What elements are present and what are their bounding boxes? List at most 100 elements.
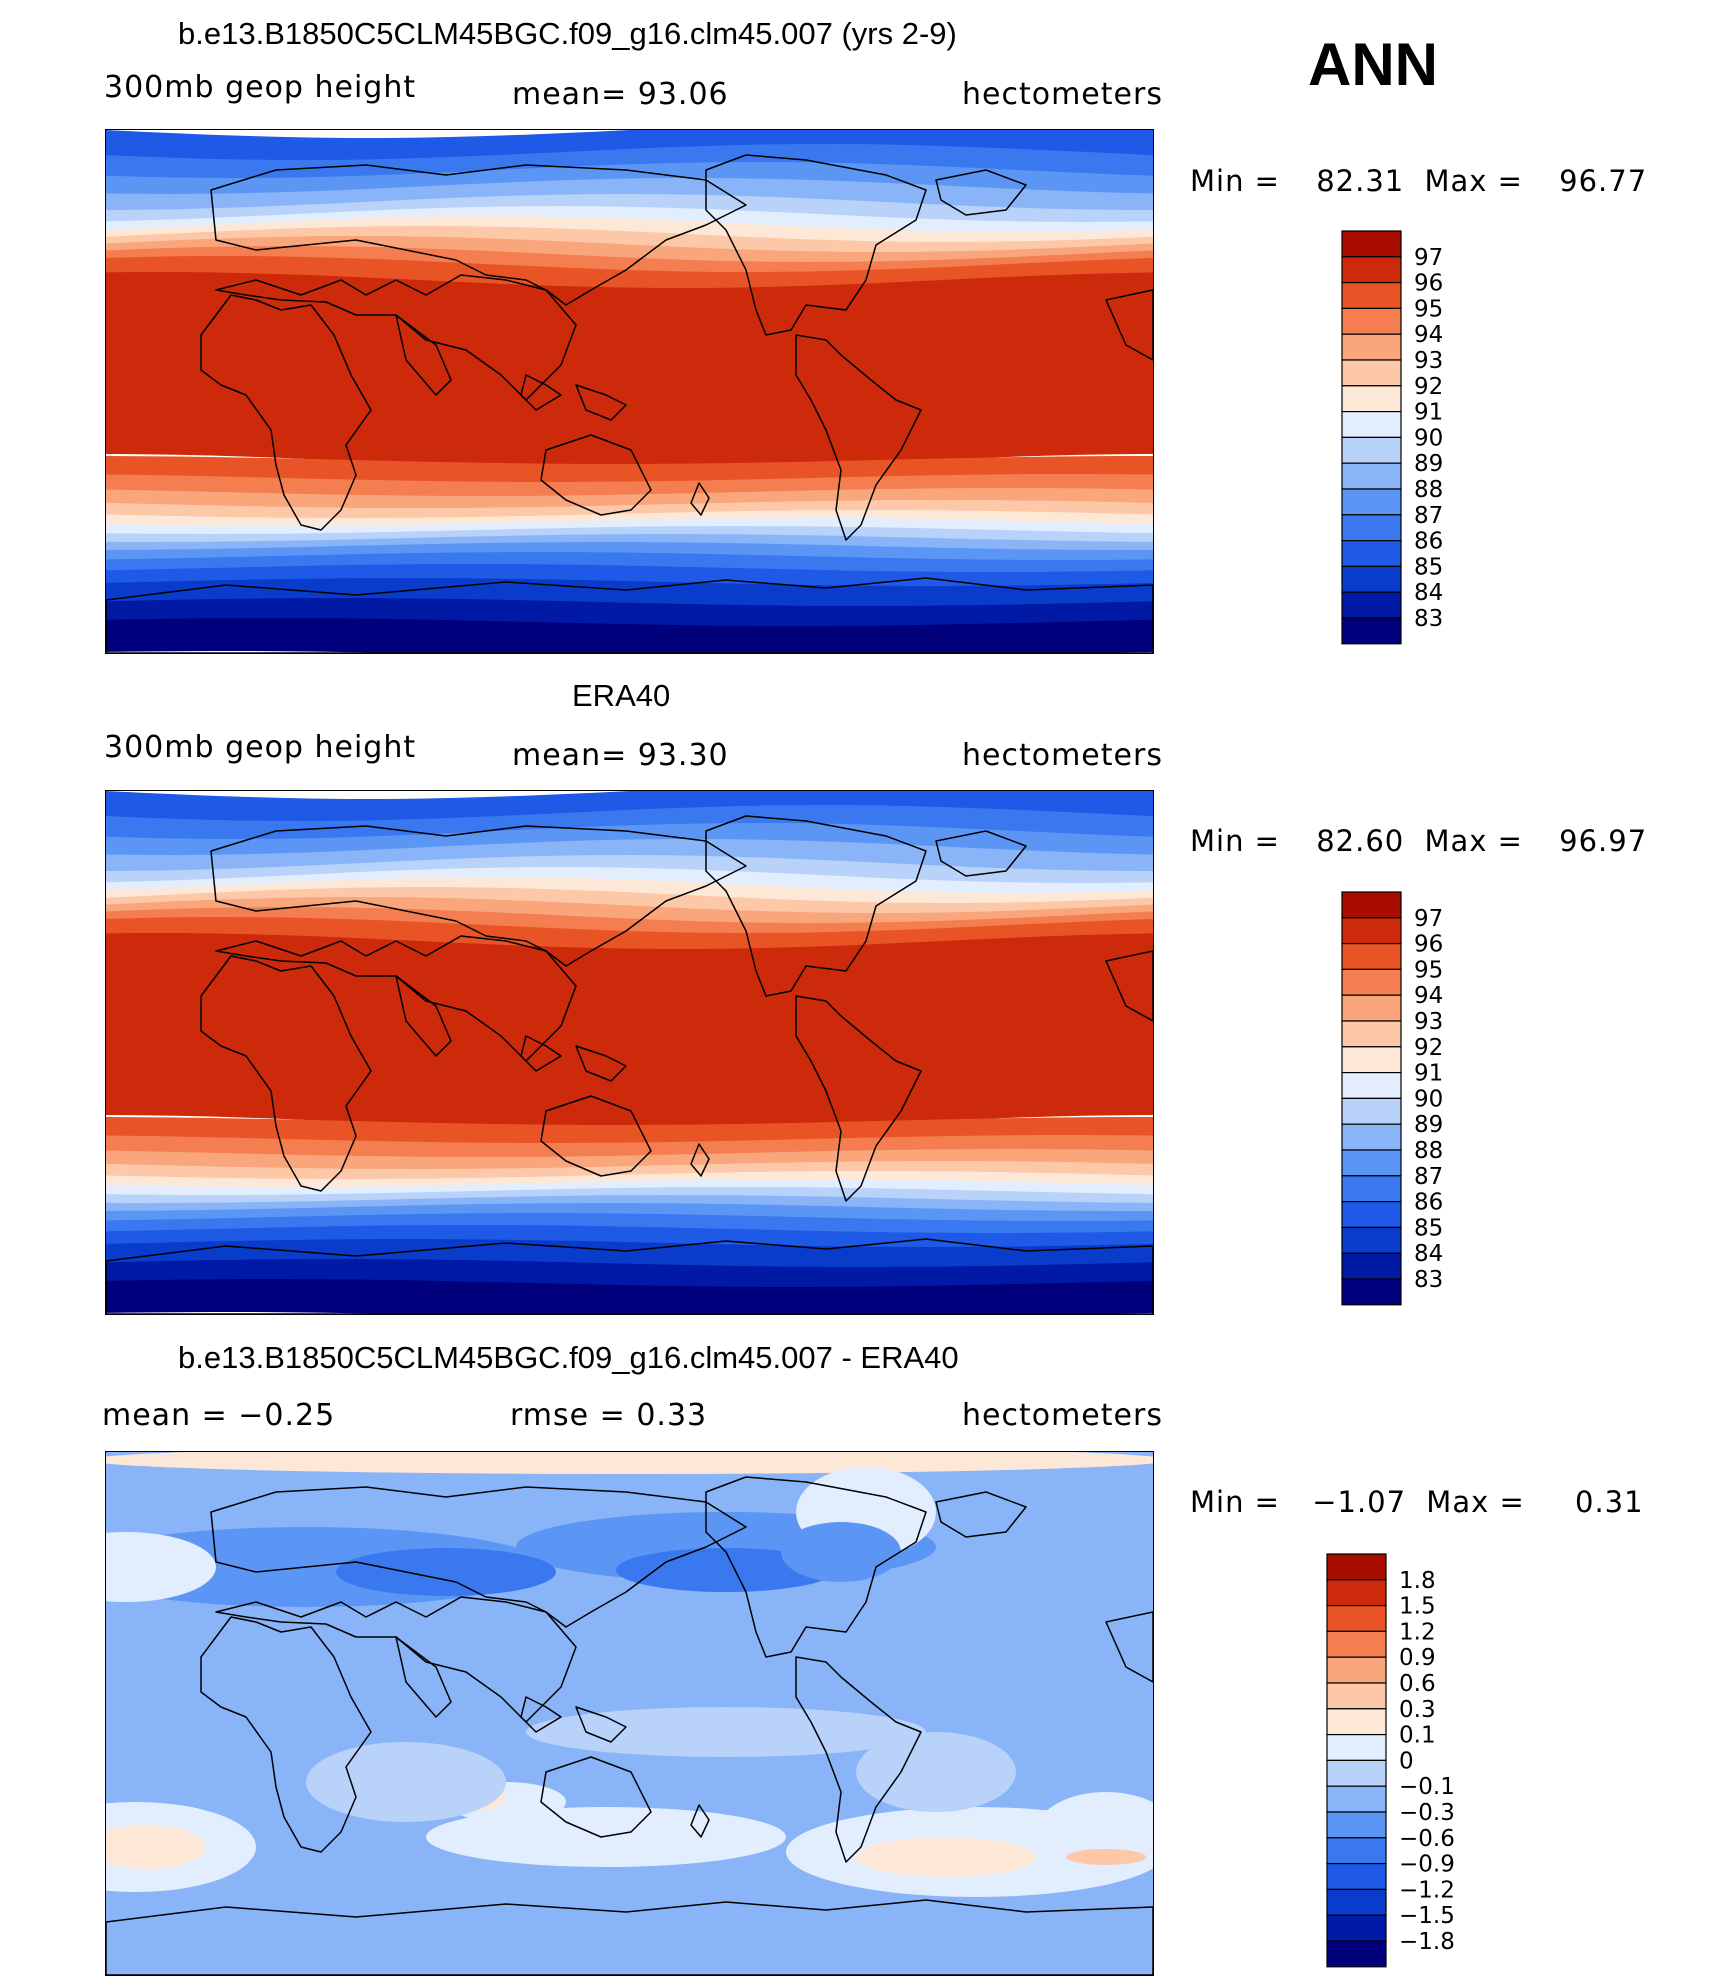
coastline-3 [395,1636,452,1718]
colorbar-tick-label: 95 [1414,957,1443,983]
colorbar-tick-label: −0.1 [1399,1774,1455,1800]
colorbar-swatch [1341,540,1402,568]
colorbar-swatch [1341,462,1402,490]
panel-1-max-label: Max = [1424,164,1523,198]
contour-band-0 [106,791,1153,823]
diff-anomaly-3 [336,1548,556,1596]
colorbar-swatch [1326,1604,1387,1632]
contour-band-7 [106,887,1153,915]
colorbar-tick-label: 83 [1414,606,1443,632]
colorbar-tick-label: 86 [1414,529,1443,555]
contour-band-24 [106,598,1153,628]
panel-1-coastlines [106,154,1153,653]
panel-2-coastlines [106,815,1153,1314]
diff-anomaly-19 [781,1522,901,1582]
panel-3-map [105,1451,1154,1976]
diff-anomaly-18 [526,1707,926,1757]
colorbar-swatch [1341,1226,1402,1254]
panel-2-minmax: Min = 82.60 Max = 96.97 [1190,824,1647,858]
panel-3-right-label: hectometers [962,1398,1163,1433]
colorbar-tick-label: 87 [1414,1164,1443,1190]
coastline-9 [575,1045,627,1082]
coastline-2 [210,825,747,967]
coastline-8 [520,1696,562,1733]
coastline-6 [935,1491,1027,1538]
colorbar-tick-label: 87 [1414,503,1443,529]
contour-band-25 [106,1279,1153,1314]
panel-1-min-label: Min = [1190,164,1280,198]
colorbar-swatch [1326,1708,1387,1736]
diff-anomaly-17 [856,1732,1016,1812]
coastline-4 [540,434,652,516]
colorbar-swatch [1341,359,1402,387]
colorbar-tick-label: 85 [1414,1215,1443,1241]
colorbar-swatch [1341,968,1402,996]
panel-1-left-label: 300mb geop height [104,70,417,105]
colorbar-swatch [1341,1020,1402,1048]
colorbar-tick-label: 83 [1414,1267,1443,1293]
coastline-6 [935,169,1027,216]
panel-1-title: b.e13.B1850C5CLM45BGC.f09_g16.clm45.007 … [178,16,957,51]
coastline-3 [395,975,452,1057]
panel-2-contour-bands [106,791,1153,1314]
panel-2-colorbar: 97 96 95 94 93 92 91 90 89 88 87 86 85 84 83 [1341,891,1481,1313]
colorbar-swatch [1341,411,1402,439]
colorbar-tick-label: 0 [1399,1748,1414,1774]
panel-2-map [105,790,1154,1315]
colorbar-tick-label: 1.5 [1399,1594,1436,1620]
colorbar-swatch [1341,1175,1402,1203]
contour-band-14 [106,488,1153,510]
colorbar-swatch [1341,1097,1402,1125]
contour-band-9 [106,246,1153,274]
diff-anomaly-4 [616,1548,836,1592]
coastline-3 [395,314,452,396]
coastline-11 [106,577,1153,653]
panel-2-max-value: 96.97 [1559,824,1648,858]
contour-band-16 [106,1171,1153,1189]
colorbar-tick-label: 90 [1414,1086,1443,1112]
coastline-12 [1105,1611,1153,1683]
colorbar-swatch [1341,307,1402,335]
colorbar-swatch [1326,1785,1387,1813]
panel-1-contour-bands [106,130,1153,653]
contour-band-4 [106,855,1153,885]
colorbar-swatch [1326,1682,1387,1710]
panel-3-left-label: mean = −0.25 [102,1398,336,1433]
colorbar-swatch [1341,436,1402,464]
colorbar-swatch [1341,1123,1402,1151]
coastline-7 [795,1656,922,1863]
season-label: ANN [1308,31,1438,98]
diff-anomaly-16 [306,1742,506,1822]
colorbar-tick-label: 89 [1414,451,1443,477]
colorbar-tick-label: 92 [1414,374,1443,400]
panel-3-max-value: 0.31 [1575,1485,1644,1519]
contour-band-13 [106,474,1153,498]
colorbar-tick-label: 0.9 [1399,1645,1436,1671]
coastline-10 [690,1804,710,1838]
contour-band-11 [106,272,1153,470]
colorbar-svg: 1.81.51.20.90.60.30.10−0.1−0.3−0.6−0.9−1… [1326,1553,1455,1968]
panel-3-max-label: Max = [1426,1485,1525,1519]
contour-band-20 [106,542,1153,562]
colorbar-swatch [1341,917,1402,945]
panel-3-minmax: Min = −1.07 Max = 0.31 [1190,1485,1644,1519]
colorbar-tick-label: 84 [1414,1241,1443,1267]
colorbar-tick-label: 85 [1414,554,1443,580]
panel-3-center-label: rmse = 0.33 [510,1398,708,1433]
contour-band-16 [106,510,1153,528]
coastline-7 [795,995,922,1202]
contour-band-23 [106,1239,1153,1269]
contour-band-20 [106,1203,1153,1223]
contour-band-6 [106,216,1153,244]
panel-3-min-value: −1.07 [1312,1485,1407,1519]
colorbar-swatch [1341,385,1402,413]
colorbar-tick-label: 86 [1414,1190,1443,1216]
panel-1-max-value: 96.77 [1559,164,1648,198]
panel-2-right-label: hectometers [962,738,1163,773]
panel-2-min-label: Min = [1190,824,1280,858]
colorbar-tick-label: 96 [1414,932,1443,958]
colorbar-tick-label: −0.6 [1399,1826,1455,1852]
colorbar-tick-label: 94 [1414,983,1443,1009]
colorbar-swatch [1326,1888,1387,1916]
panel-1-minmax: Min = 82.31 Max = 96.77 [1190,164,1647,198]
